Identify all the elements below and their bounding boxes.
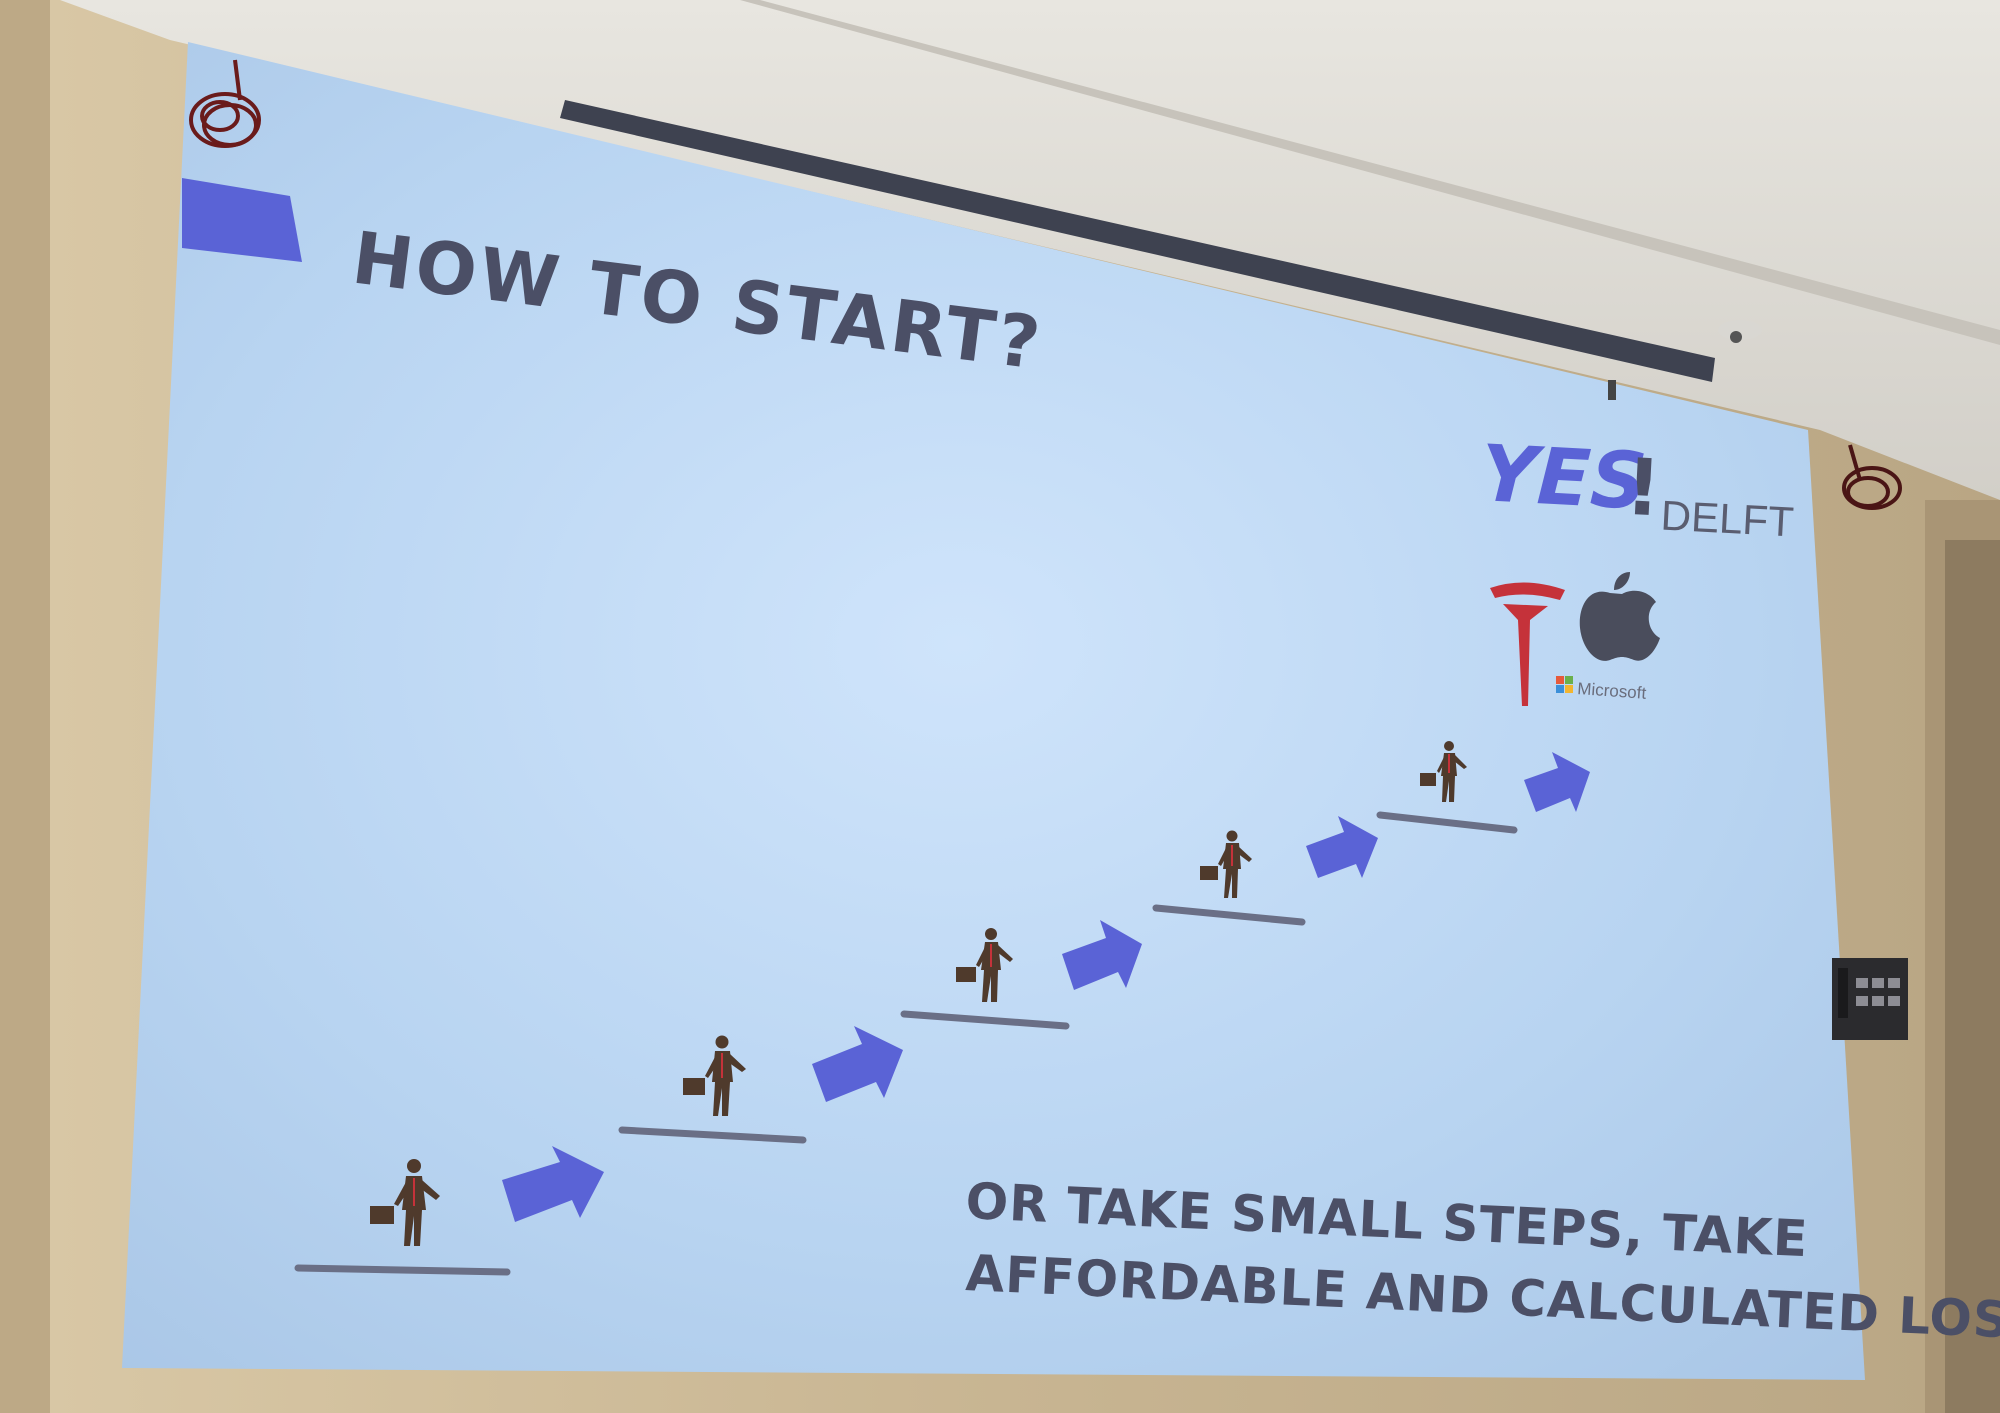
arrow-icon <box>1306 816 1378 878</box>
arrow-icon <box>812 1026 903 1102</box>
title-accent-bar <box>182 178 302 262</box>
microsoft-label: Microsoft <box>1577 679 1647 703</box>
step-line <box>900 1010 1070 1030</box>
cable-coil-left-icon <box>189 59 261 148</box>
arrow-icon <box>1062 920 1142 990</box>
step-line <box>294 1264 511 1276</box>
arrow-icon <box>1524 752 1590 812</box>
ceiling <box>60 0 2000 500</box>
step-line <box>1376 811 1518 834</box>
logo-yes: YES <box>1478 429 1648 528</box>
step-line <box>618 1126 807 1144</box>
staircase <box>294 811 1518 1276</box>
right-door <box>1945 540 2000 1413</box>
ceiling-camera-icon <box>1718 320 1762 343</box>
screen-housing-bar <box>560 100 1715 382</box>
businessman-icon <box>370 1159 440 1246</box>
tesla-logo-icon <box>1490 582 1565 706</box>
businessman-icon <box>1420 741 1467 802</box>
step-line <box>1152 904 1306 926</box>
cable-coil-right-icon <box>1842 444 1902 510</box>
businessman-icon <box>956 928 1013 1002</box>
businessman-icon <box>683 1035 746 1116</box>
wall-control-panel <box>1832 958 1908 1040</box>
left-wall-column <box>0 0 50 1413</box>
yes-delft-logo: YES ! DELFT <box>1478 429 1795 546</box>
logo-delft: DELFT <box>1660 492 1795 546</box>
arrows <box>502 752 1590 1222</box>
businessman-icon <box>1200 830 1252 898</box>
ceiling-panel-edge <box>740 0 2000 345</box>
microsoft-logo-icon <box>1556 676 1573 693</box>
projected-slide <box>122 42 1865 1380</box>
arrow-icon <box>502 1146 604 1222</box>
logo-bang: ! <box>1623 443 1663 535</box>
apple-logo-icon <box>1579 572 1660 661</box>
ceiling-sensor <box>1608 380 1616 400</box>
